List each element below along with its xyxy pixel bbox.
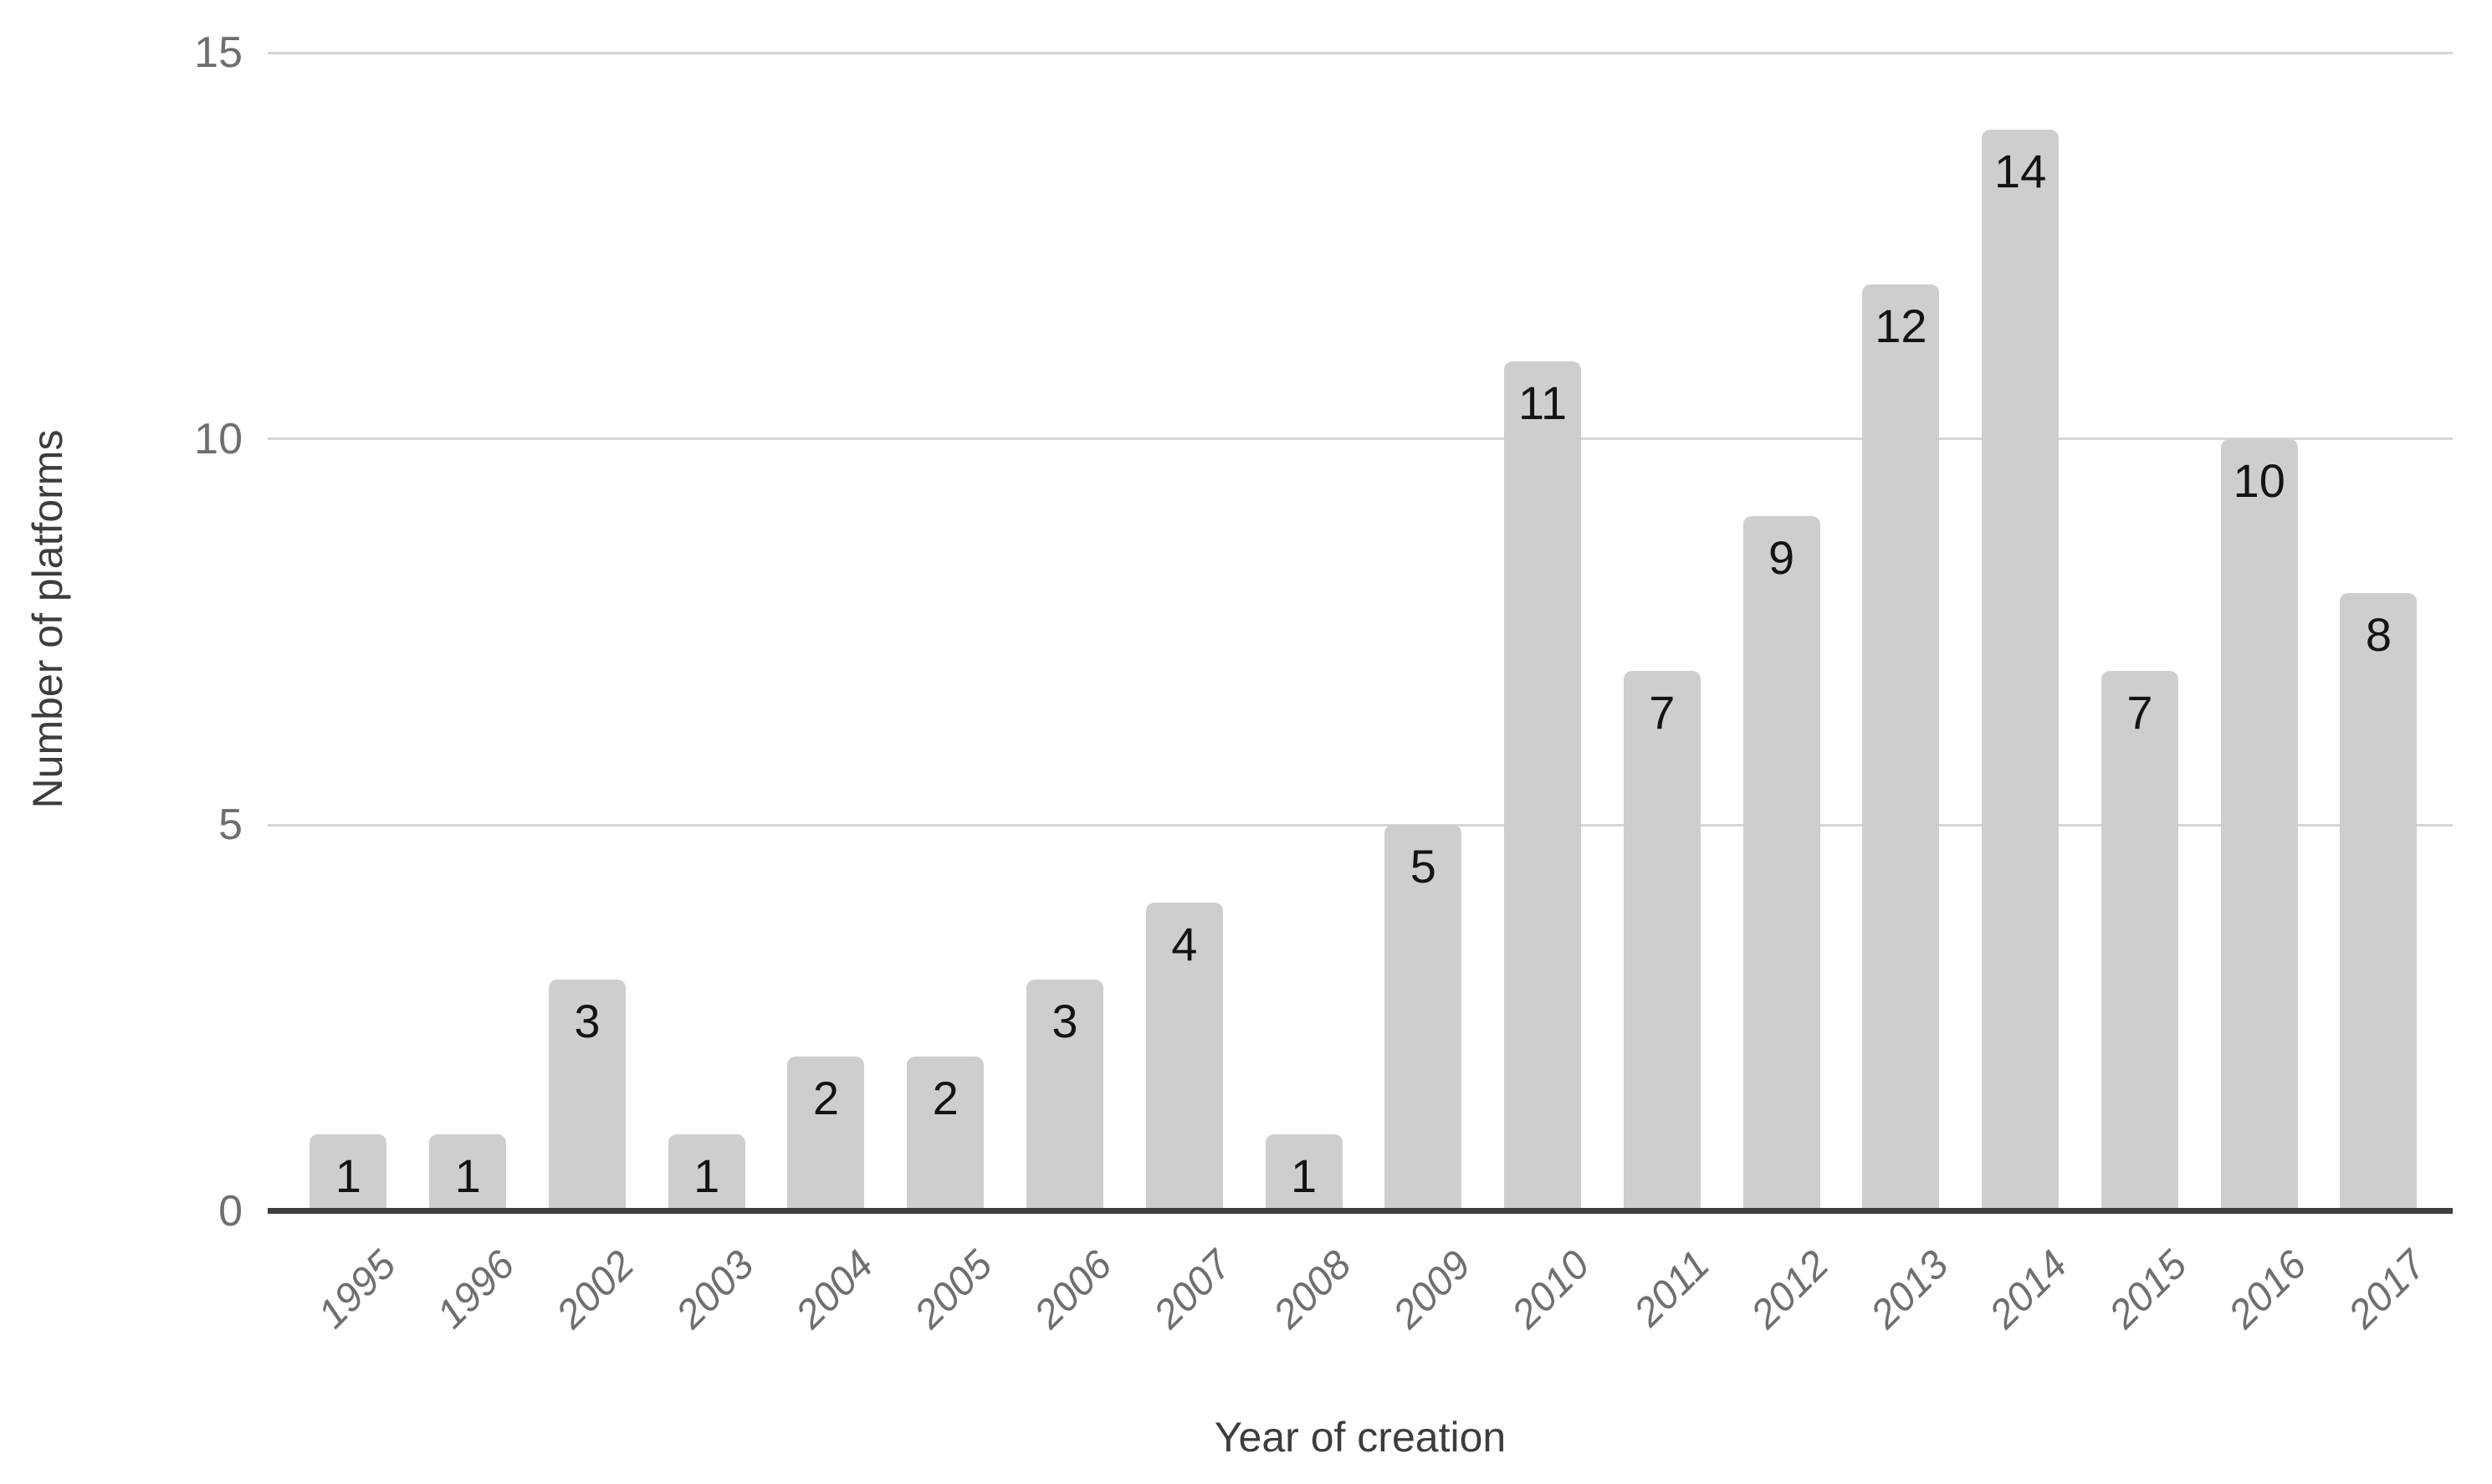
bar-value-label: 1 [454, 1149, 481, 1202]
bar-2008: 1 [1265, 1133, 1343, 1211]
x-tick-label-2011: 2011 [1625, 1242, 1718, 1335]
bar-value-label: 2 [812, 1072, 840, 1125]
bar-value-label: 12 [1875, 299, 1927, 352]
bar-2012: 9 [1742, 516, 1820, 1211]
x-tick-label-2016: 2016 [2220, 1242, 2315, 1338]
bar-2017: 8 [2340, 593, 2418, 1211]
x-tick-label-2012: 2012 [1742, 1242, 1838, 1338]
x-tick-label-2005: 2005 [907, 1242, 1002, 1338]
bar-value-label: 1 [693, 1149, 720, 1202]
x-tick-label-2017: 2017 [2340, 1242, 2435, 1338]
bar-2004: 2 [787, 1057, 865, 1211]
x-axis-line [268, 1208, 2453, 1214]
bar-value-label: 14 [1994, 145, 2047, 198]
x-tick-label-2003: 2003 [668, 1242, 763, 1338]
bar-value-label: 3 [574, 995, 601, 1047]
bar-2003: 1 [668, 1133, 745, 1211]
bar-value-label: 11 [1518, 376, 1568, 430]
bar-2007: 4 [1145, 902, 1223, 1211]
y-tick-label-10: 10 [194, 414, 243, 463]
y-tick-label-5: 5 [218, 801, 243, 850]
y-axis-title: Number of platforms [24, 429, 71, 809]
bar-2016: 10 [2220, 438, 2298, 1211]
bar-value-label: 4 [1171, 917, 1198, 970]
bar-value-label: 7 [1649, 685, 1676, 739]
bar-2006: 3 [1026, 980, 1103, 1211]
y-tick-label-15: 15 [194, 28, 243, 77]
bar-value-label: 9 [1768, 531, 1795, 584]
bar-2011: 7 [1623, 670, 1701, 1211]
bar-2005: 2 [907, 1057, 985, 1211]
bar-2009: 5 [1384, 825, 1462, 1211]
bar-2013: 12 [1862, 284, 1940, 1211]
bar-value-label: 7 [2126, 685, 2153, 739]
bar-1995: 1 [310, 1133, 387, 1211]
x-tick-label-2004: 2004 [787, 1242, 883, 1338]
bar-value-label: 1 [1290, 1149, 1318, 1202]
bar-2002: 3 [548, 980, 626, 1211]
x-tick-label-2014: 2014 [1981, 1242, 2076, 1338]
gridline-y-10 [268, 438, 2453, 441]
x-axis-title: Year of creation [1214, 1414, 1507, 1461]
bar-2014: 14 [1982, 130, 2060, 1211]
x-tick-label-2015: 2015 [2101, 1242, 2196, 1338]
bar-value-label: 8 [2365, 608, 2392, 662]
x-tick-label-2006: 2006 [1026, 1242, 1121, 1338]
x-tick-label-1996: 1996 [428, 1242, 524, 1338]
y-tick-label-0: 0 [218, 1187, 243, 1236]
x-tick-label-2007: 2007 [1145, 1242, 1241, 1338]
bar-value-label: 5 [1410, 840, 1436, 893]
bar-value-label: 10 [2233, 453, 2285, 507]
bar-value-label: 1 [335, 1149, 361, 1202]
x-tick-label-2009: 2009 [1384, 1242, 1480, 1338]
x-tick-label-2013: 2013 [1862, 1242, 1957, 1338]
x-tick-label-2002: 2002 [548, 1242, 643, 1338]
gridline-y-5 [268, 823, 2453, 826]
bar-value-label: 3 [1052, 995, 1078, 1047]
x-tick-label-2010: 2010 [1503, 1242, 1599, 1338]
bar-value-label: 2 [932, 1072, 959, 1125]
x-tick-label-1995: 1995 [310, 1242, 405, 1338]
x-tick-label-2008: 2008 [1265, 1242, 1360, 1338]
bar-2010: 11 [1504, 361, 1582, 1211]
gridline-y-15 [268, 51, 2453, 54]
bar-2015: 7 [2101, 670, 2178, 1211]
bar-1996: 1 [429, 1133, 507, 1211]
